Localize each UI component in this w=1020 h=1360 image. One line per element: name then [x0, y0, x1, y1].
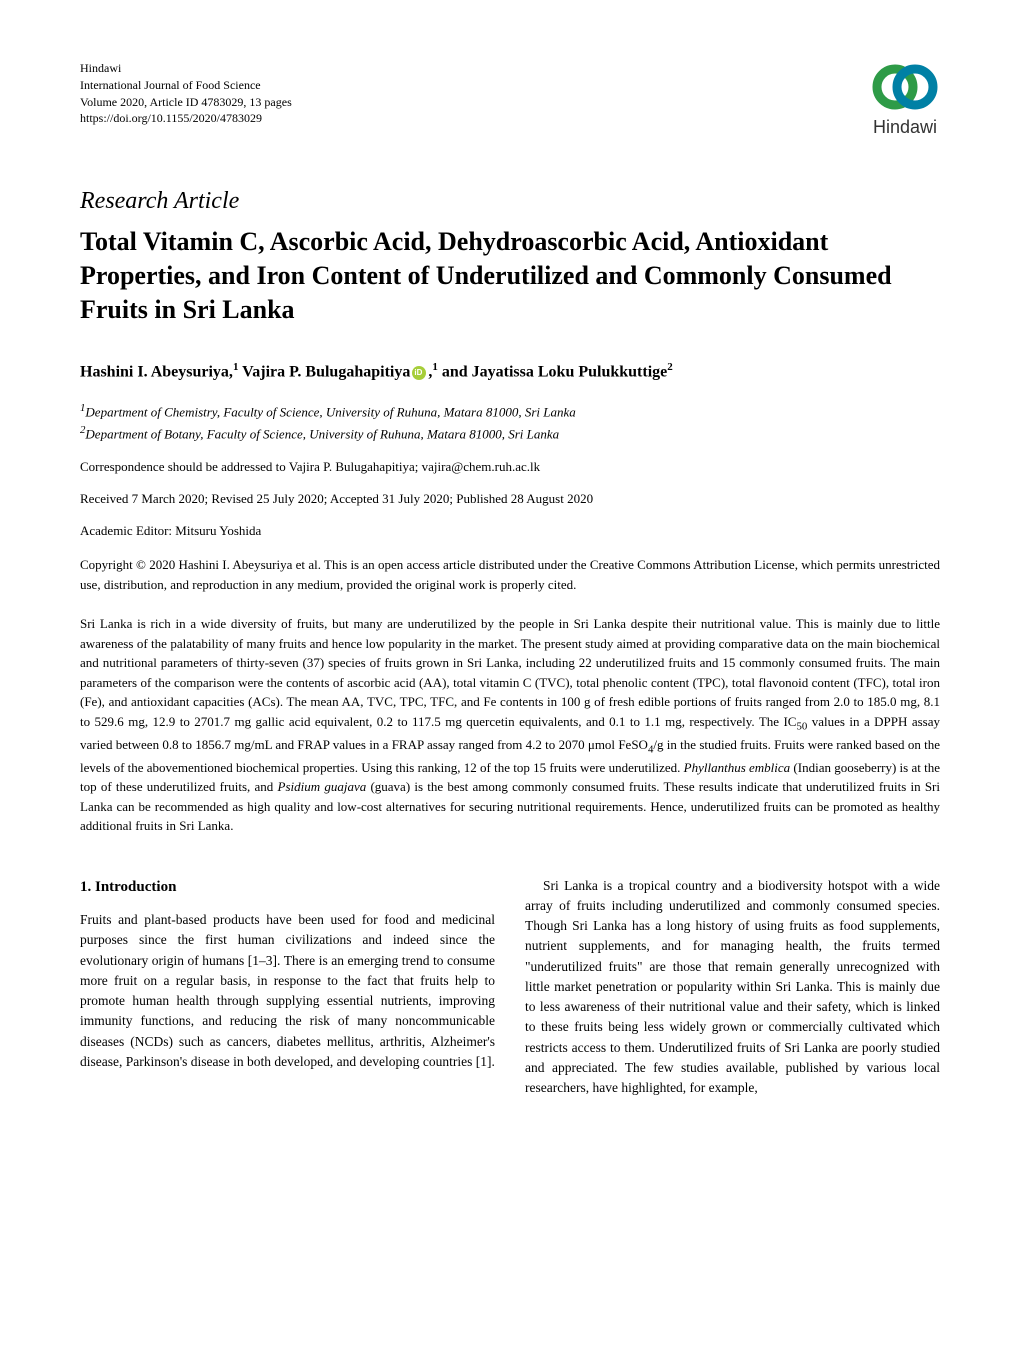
abstract-sub1: 50	[796, 720, 807, 732]
hindawi-logo-icon	[870, 60, 940, 115]
publication-dates: Received 7 March 2020; Revised 25 July 2…	[80, 491, 940, 507]
author-3-sup: 2	[667, 361, 673, 373]
journal-name: International Journal of Food Science	[80, 77, 292, 94]
column-right: Sri Lanka is a tropical country and a bi…	[525, 876, 940, 1099]
intro-para-2: Sri Lanka is a tropical country and a bi…	[525, 876, 940, 1099]
abstract-em2: Psidium guajava	[278, 779, 367, 794]
abstract-em1: Phyllanthus emblica	[684, 760, 791, 775]
column-left: 1. Introduction Fruits and plant-based p…	[80, 876, 495, 1099]
section-heading-intro: 1. Introduction	[80, 876, 495, 899]
publisher-name: Hindawi	[80, 60, 292, 77]
academic-editor: Academic Editor: Mitsuru Yoshida	[80, 523, 940, 539]
affiliation-2: 2Department of Botany, Faculty of Scienc…	[80, 422, 940, 444]
volume-info: Volume 2020, Article ID 4783029, 13 page…	[80, 94, 292, 111]
authors-connector: and	[438, 364, 472, 381]
author-3: Jayatissa Loku Pulukkuttige	[472, 364, 668, 381]
orcid-icon[interactable]	[412, 366, 426, 380]
authors-list: Hashini I. Abeysuriya,1 Vajira P. Buluga…	[80, 361, 940, 381]
intro-para-1: Fruits and plant-based products have bee…	[80, 910, 495, 1072]
aff2-text: Department of Botany, Faculty of Science…	[85, 426, 559, 441]
affiliation-1: 1Department of Chemistry, Faculty of Sci…	[80, 400, 940, 422]
copyright-notice: Copyright © 2020 Hashini I. Abeysuriya e…	[80, 555, 940, 594]
header-row: Hindawi International Journal of Food Sc…	[80, 60, 940, 138]
doi-link[interactable]: https://doi.org/10.1155/2020/4783029	[80, 110, 292, 127]
author-2: Vajira P. Bulugahapitiya	[238, 364, 410, 381]
publisher-logo: Hindawi	[870, 60, 940, 138]
aff1-text: Department of Chemistry, Faculty of Scie…	[85, 404, 575, 419]
abstract-p1: Sri Lanka is rich in a wide diversity of…	[80, 616, 940, 729]
logo-text: Hindawi	[873, 117, 937, 138]
article-title: Total Vitamin C, Ascorbic Acid, Dehydroa…	[80, 225, 940, 326]
affiliations: 1Department of Chemistry, Faculty of Sci…	[80, 400, 940, 444]
journal-info: Hindawi International Journal of Food Sc…	[80, 60, 292, 127]
article-type: Research Article	[80, 188, 940, 215]
author-1: Hashini I. Abeysuriya,	[80, 364, 233, 381]
body-columns: 1. Introduction Fruits and plant-based p…	[80, 876, 940, 1099]
correspondence: Correspondence should be addressed to Va…	[80, 459, 940, 475]
abstract: Sri Lanka is rich in a wide diversity of…	[80, 614, 940, 835]
